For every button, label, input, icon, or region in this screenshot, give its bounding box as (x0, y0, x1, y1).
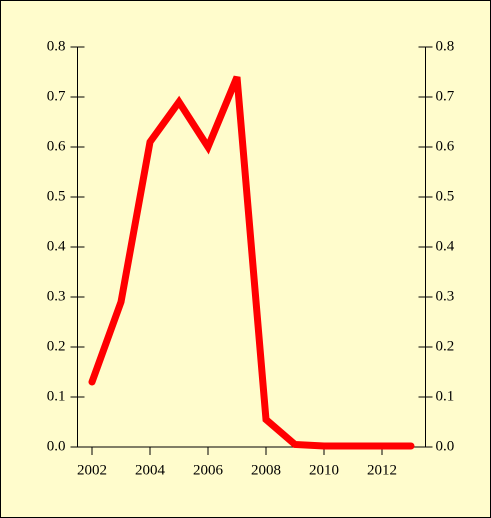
y-tick-label: 0.1 (47, 388, 66, 404)
x-tick-label: 2012 (367, 462, 397, 478)
y2-tick-label: 0.2 (436, 338, 455, 354)
y2-tick-label: 0.3 (436, 288, 455, 304)
x-tick-label: 2008 (251, 462, 281, 478)
y2-tick-label: 0.4 (436, 238, 455, 254)
y-tick-label: 0.8 (47, 38, 66, 54)
y2-tick-label: 0.8 (436, 38, 455, 54)
x-tick-label: 2002 (77, 462, 107, 478)
y-tick-label: 0.7 (47, 88, 66, 104)
y-tick-label: 0.3 (47, 288, 66, 304)
y2-tick-label: 0.5 (436, 188, 455, 204)
y2-tick-label: 0.7 (436, 88, 455, 104)
x-tick-label: 2004 (135, 462, 166, 478)
y-tick-label: 0.2 (47, 338, 66, 354)
x-tick-label: 2006 (193, 462, 224, 478)
y2-tick-label: 0.0 (436, 438, 455, 454)
y-tick-label: 0.6 (47, 138, 66, 154)
y2-tick-label: 0.1 (436, 388, 455, 404)
y-tick-label: 0.0 (47, 438, 66, 454)
x-tick-label: 2010 (309, 462, 339, 478)
data-line (88, 75, 415, 450)
y2-tick-label: 0.6 (436, 138, 455, 154)
y-tick-label: 0.4 (47, 238, 66, 254)
y-tick-label: 0.5 (47, 188, 66, 204)
